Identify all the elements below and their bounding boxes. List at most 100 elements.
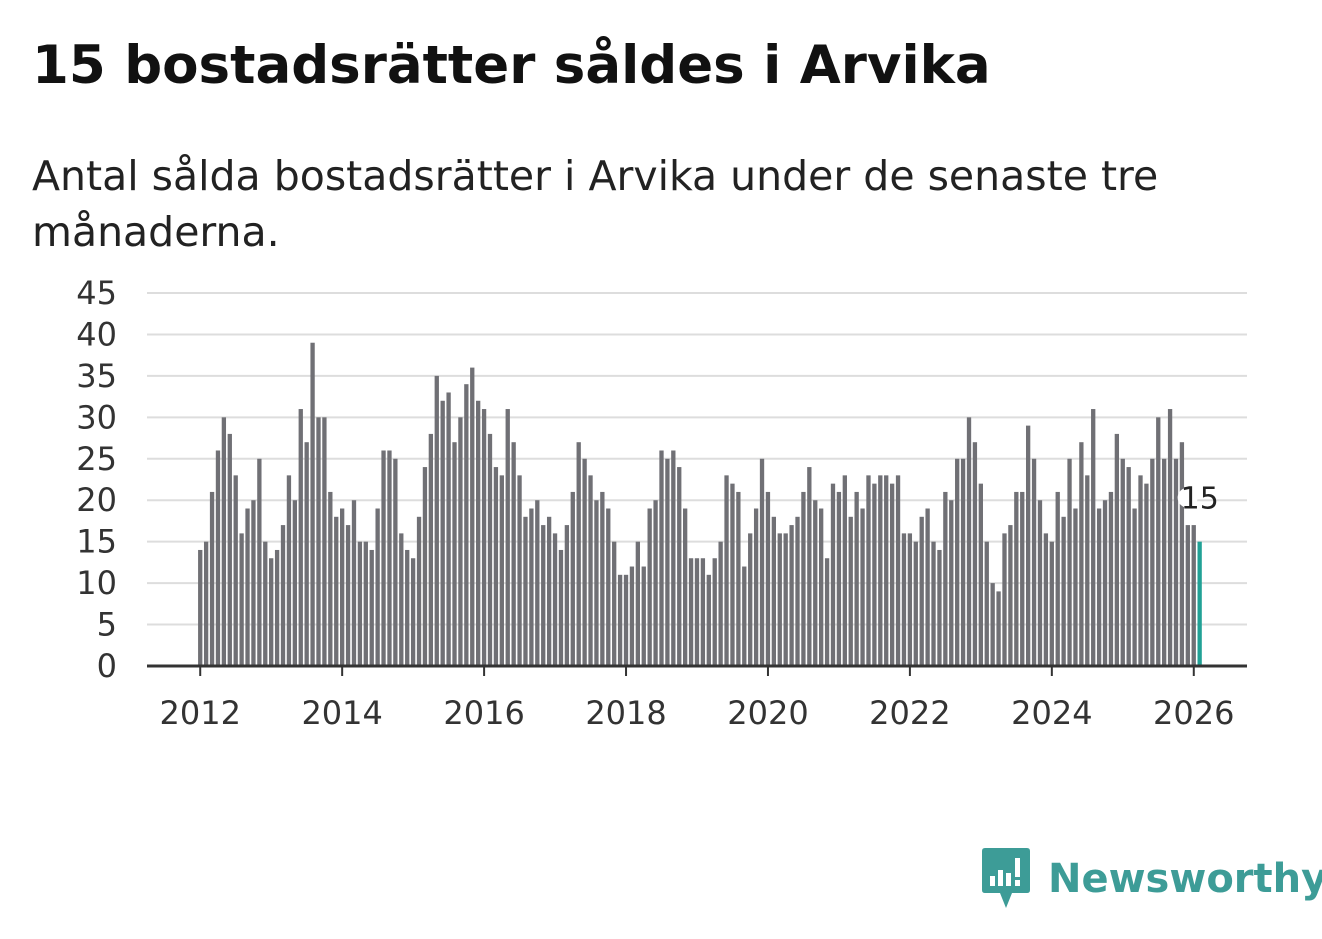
bar	[830, 483, 836, 666]
bar	[1067, 458, 1072, 666]
y-tick-label: 10	[76, 564, 117, 602]
x-tick-label: 2016	[443, 694, 524, 732]
bar	[1014, 491, 1019, 666]
bar	[505, 409, 510, 666]
bar	[227, 433, 232, 666]
bar	[795, 516, 800, 666]
bar	[712, 558, 717, 666]
bar	[996, 591, 1001, 666]
bar	[363, 541, 368, 666]
bar	[990, 583, 995, 666]
bar	[322, 417, 327, 666]
bar	[1091, 409, 1096, 666]
bar	[552, 533, 558, 666]
bar	[334, 516, 339, 666]
bar	[606, 508, 611, 666]
bar	[292, 500, 297, 666]
bar	[736, 491, 741, 666]
bar	[623, 574, 629, 666]
y-tick-label: 20	[76, 481, 117, 519]
bar	[913, 541, 918, 666]
bar	[564, 525, 570, 666]
bar	[239, 533, 244, 666]
bar	[659, 450, 664, 666]
bar	[328, 491, 333, 666]
bar	[884, 475, 889, 666]
bar	[1179, 442, 1185, 666]
bar	[1173, 458, 1179, 666]
bar	[1144, 483, 1149, 666]
bar	[588, 475, 593, 666]
bar	[937, 549, 942, 666]
bar	[245, 508, 250, 666]
bar	[1167, 409, 1173, 666]
bar	[310, 342, 315, 666]
bar	[1138, 475, 1143, 666]
bar	[381, 450, 386, 666]
bar	[895, 475, 901, 666]
bar	[748, 533, 753, 666]
bar	[848, 516, 853, 666]
bar	[677, 467, 682, 666]
bar	[653, 500, 658, 666]
bar	[1031, 458, 1037, 666]
bar	[576, 442, 581, 666]
bar	[836, 491, 842, 666]
bar	[907, 533, 913, 666]
bar	[854, 491, 859, 666]
bar	[1037, 500, 1043, 666]
chart-subtitle: Antal sålda bostadsrätter i Arvika under…	[32, 152, 1159, 256]
bar	[393, 458, 398, 666]
bar	[570, 491, 575, 666]
bar	[558, 549, 564, 666]
bar	[541, 525, 546, 666]
bar	[966, 417, 972, 666]
x-tick-label: 2022	[869, 694, 950, 732]
bar	[1061, 516, 1066, 666]
bar	[700, 558, 706, 666]
bar	[269, 558, 274, 666]
bar	[919, 516, 924, 666]
bar	[789, 525, 794, 666]
bar	[801, 491, 806, 666]
bar	[233, 475, 238, 666]
bar	[1132, 508, 1137, 666]
bar	[493, 467, 499, 666]
bar	[641, 566, 646, 666]
bar	[1156, 417, 1161, 666]
bar	[280, 525, 286, 666]
bar	[955, 458, 960, 666]
bar	[1043, 533, 1049, 666]
bar	[889, 483, 895, 666]
bar	[529, 508, 534, 666]
x-tick-label: 2018	[585, 694, 666, 732]
bar	[251, 500, 256, 666]
y-tick-label: 30	[76, 398, 117, 436]
x-tick-label: 2014	[301, 694, 382, 732]
bar	[647, 508, 652, 666]
bar	[978, 483, 983, 666]
bars	[198, 342, 1202, 666]
bar	[635, 541, 640, 666]
y-tick-label: 0	[97, 647, 117, 685]
bar	[209, 491, 215, 666]
bar	[742, 566, 747, 666]
latest-value-marker	[1177, 487, 1198, 508]
bar	[257, 458, 262, 666]
latest-value-annotation: 15	[1177, 482, 1219, 517]
bar	[1049, 541, 1054, 666]
bar	[215, 450, 221, 666]
bar	[499, 475, 504, 666]
bar	[263, 541, 268, 666]
bar	[819, 508, 824, 666]
bar	[878, 475, 883, 666]
x-tick-label: 2024	[1011, 694, 1092, 732]
bar	[718, 541, 723, 666]
bar	[582, 458, 587, 666]
bar	[694, 558, 700, 666]
bar	[1120, 458, 1125, 666]
bar	[405, 549, 410, 666]
bar	[387, 450, 392, 666]
bar	[943, 491, 948, 666]
